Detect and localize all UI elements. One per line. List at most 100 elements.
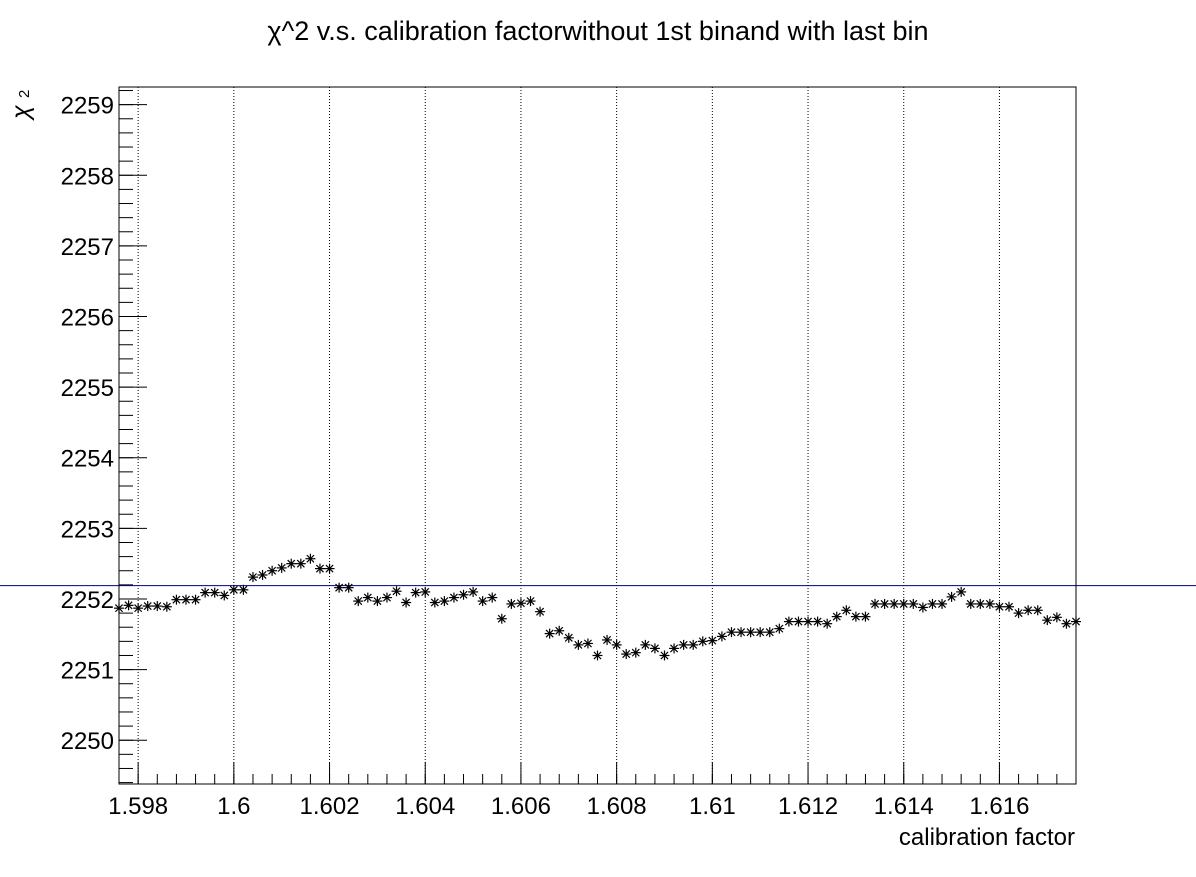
data-point-stroke: [1033, 606, 1042, 615]
data-point-stroke: [430, 598, 439, 607]
data-point: [984, 598, 995, 609]
x-tick-label: 1.602: [300, 793, 360, 820]
data-point-stroke: [248, 573, 258, 582]
data-point: [1013, 608, 1024, 619]
data-point-stroke: [526, 597, 535, 606]
data-point: [257, 569, 268, 580]
data-point: [487, 592, 498, 603]
data-point: [554, 625, 565, 636]
data-point-stroke: [823, 619, 832, 628]
data-point-stroke: [469, 587, 478, 596]
data-point: [171, 594, 182, 605]
data-point-stroke: [957, 587, 966, 596]
x-axis-label: calibration factor: [899, 824, 1075, 851]
y-tick-label: 2256: [61, 305, 114, 332]
data-point-stroke: [765, 628, 774, 637]
data-point-stroke: [440, 597, 449, 606]
data-point-stroke: [603, 635, 612, 644]
data-point-stroke: [124, 601, 133, 610]
data-point-stroke: [220, 591, 229, 600]
data-point: [142, 601, 153, 612]
data-point-stroke: [976, 599, 985, 608]
data-point: [1061, 618, 1072, 629]
data-point-stroke: [497, 614, 506, 623]
data-point: [965, 598, 976, 609]
data-point: [956, 586, 967, 597]
data-point-stroke: [717, 632, 726, 641]
y-axis-label-superscript: 2: [16, 90, 33, 98]
data-point-stroke: [363, 593, 372, 602]
y-tick-label: 2252: [61, 587, 114, 614]
data-point: [736, 627, 747, 638]
data-point-stroke: [277, 563, 286, 572]
data-point: [372, 596, 383, 607]
data-point: [180, 594, 191, 605]
data-point-stroke: [382, 593, 391, 602]
data-point: [860, 611, 871, 622]
data-point-stroke: [794, 617, 803, 626]
data-point: [219, 590, 230, 601]
data-point: [659, 650, 670, 661]
data-point: [1023, 605, 1034, 616]
data-points: [114, 553, 1081, 661]
y-tick-label: 2254: [61, 446, 114, 473]
data-point: [247, 572, 258, 583]
data-point: [286, 558, 297, 569]
data-point-stroke: [134, 604, 143, 613]
data-point-stroke: [899, 599, 908, 608]
data-point: [1004, 601, 1015, 612]
data-point: [908, 598, 919, 609]
data-point-stroke: [641, 640, 650, 649]
data-point: [630, 647, 641, 658]
data-point: [1032, 605, 1043, 616]
data-point-stroke: [143, 602, 152, 611]
data-point: [649, 643, 660, 654]
data-point-stroke: [373, 597, 382, 606]
data-point-stroke: [478, 597, 487, 606]
data-point-stroke: [344, 583, 353, 592]
data-point-stroke: [871, 599, 880, 608]
data-point-stroke: [536, 607, 545, 616]
data-point: [238, 584, 249, 595]
data-point: [879, 598, 890, 609]
data-point: [544, 628, 555, 639]
data-point: [1051, 612, 1062, 623]
data-point: [937, 598, 948, 609]
y-tick-label: 2251: [61, 658, 114, 685]
data-point-stroke: [1052, 613, 1061, 622]
data-point-stroke: [832, 612, 841, 621]
data-point-stroke: [181, 595, 191, 604]
data-point: [563, 632, 574, 643]
data-point: [401, 597, 412, 608]
data-point-stroke: [631, 648, 640, 657]
data-point-stroke: [727, 628, 736, 637]
data-point: [850, 611, 861, 622]
data-point: [927, 598, 938, 609]
y-tick-label: 2258: [61, 163, 114, 190]
data-point-stroke: [650, 644, 659, 653]
data-point: [458, 589, 469, 600]
data-point-stroke: [928, 599, 937, 608]
data-point-stroke: [813, 617, 822, 626]
data-point-stroke: [574, 640, 583, 649]
data-point: [602, 634, 613, 645]
data-point: [381, 592, 392, 603]
data-point-stroke: [995, 602, 1004, 611]
data-point: [448, 592, 459, 603]
data-point-stroke: [583, 639, 592, 648]
data-point-stroke: [784, 617, 793, 626]
data-point-stroke: [698, 637, 707, 646]
data-point-stroke: [1043, 616, 1052, 625]
data-point-stroke: [201, 588, 210, 597]
data-point-stroke: [449, 593, 458, 602]
data-point: [133, 603, 144, 614]
data-point: [755, 627, 766, 638]
data-point: [200, 587, 211, 598]
plot-frame: [118, 86, 1077, 785]
data-point: [391, 586, 402, 597]
data-point-stroke: [851, 612, 860, 621]
x-tick-label: 1.616: [969, 793, 1029, 820]
x-tick-label: 1.612: [778, 793, 838, 820]
data-point-stroke: [555, 626, 564, 635]
data-point: [621, 649, 632, 660]
